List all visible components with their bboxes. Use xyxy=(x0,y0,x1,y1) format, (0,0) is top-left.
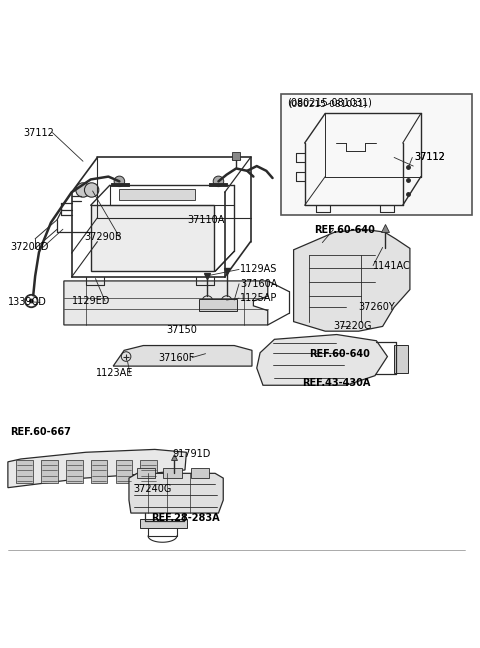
Polygon shape xyxy=(113,345,252,366)
Bar xyxy=(281,94,472,215)
Bar xyxy=(66,460,83,483)
Text: (080215-081031): (080215-081031) xyxy=(287,98,372,108)
Bar xyxy=(91,460,108,483)
Circle shape xyxy=(213,176,224,187)
Text: REF.28-283A: REF.28-283A xyxy=(152,513,220,523)
Bar xyxy=(199,299,237,310)
Text: 1141AC: 1141AC xyxy=(373,260,411,271)
Text: 37110A: 37110A xyxy=(187,214,225,225)
Text: 1129AS: 1129AS xyxy=(240,264,277,275)
Text: 37150: 37150 xyxy=(166,325,197,335)
Text: 37290B: 37290B xyxy=(84,232,122,242)
Text: 37112: 37112 xyxy=(24,128,55,137)
Bar xyxy=(163,468,181,478)
Polygon shape xyxy=(8,450,186,488)
Text: 37260Y: 37260Y xyxy=(359,302,396,312)
Text: REF.60-640: REF.60-640 xyxy=(314,225,375,235)
Bar xyxy=(141,460,157,483)
Text: 37112: 37112 xyxy=(415,152,445,163)
Text: 91791D: 91791D xyxy=(172,449,210,459)
Text: REF.60-640: REF.60-640 xyxy=(310,349,370,359)
Bar xyxy=(394,345,408,373)
Circle shape xyxy=(114,176,125,187)
Bar xyxy=(120,189,195,200)
Bar xyxy=(141,519,187,528)
Text: 1339CD: 1339CD xyxy=(8,297,47,307)
Polygon shape xyxy=(64,281,268,325)
Text: 1129ED: 1129ED xyxy=(72,296,110,306)
Text: (080215-081031): (080215-081031) xyxy=(288,100,367,109)
Text: 37240G: 37240G xyxy=(134,484,172,494)
Text: 37112: 37112 xyxy=(415,152,445,163)
Text: 1123AE: 1123AE xyxy=(96,368,134,378)
Bar xyxy=(137,468,156,478)
Circle shape xyxy=(84,183,99,197)
Circle shape xyxy=(76,183,90,197)
Polygon shape xyxy=(129,473,223,513)
Bar xyxy=(129,208,179,228)
Text: 37160A: 37160A xyxy=(240,279,277,289)
Bar xyxy=(16,460,33,483)
Text: 37200D: 37200D xyxy=(10,242,49,253)
Bar xyxy=(144,208,165,220)
Bar xyxy=(41,460,58,483)
Polygon shape xyxy=(257,334,387,386)
Text: 1125AP: 1125AP xyxy=(240,293,277,303)
Bar xyxy=(191,468,209,478)
Polygon shape xyxy=(294,229,410,331)
Bar xyxy=(91,205,214,272)
Circle shape xyxy=(29,299,34,303)
Text: 37220G: 37220G xyxy=(333,321,372,331)
Bar xyxy=(116,460,132,483)
Text: 37160F: 37160F xyxy=(158,353,195,362)
Text: REF.43-430A: REF.43-430A xyxy=(302,378,371,388)
Text: REF.60-667: REF.60-667 xyxy=(10,426,71,437)
